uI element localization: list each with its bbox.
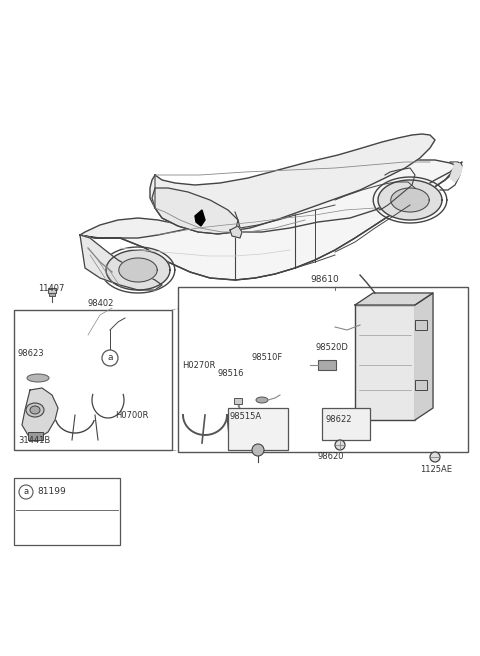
Bar: [318, 360, 336, 370]
Circle shape: [102, 350, 118, 366]
Circle shape: [19, 485, 33, 499]
Polygon shape: [152, 188, 240, 234]
Circle shape: [252, 444, 264, 456]
Text: 98610: 98610: [310, 275, 339, 284]
Text: 98516: 98516: [218, 369, 244, 378]
Polygon shape: [52, 533, 58, 543]
Text: 98623: 98623: [18, 349, 45, 358]
Ellipse shape: [27, 374, 49, 382]
Ellipse shape: [26, 403, 44, 417]
Bar: [14, 310, 172, 450]
Ellipse shape: [30, 406, 40, 414]
Polygon shape: [80, 160, 455, 280]
Polygon shape: [80, 235, 162, 290]
Circle shape: [430, 452, 440, 462]
Bar: [322, 408, 370, 440]
Bar: [355, 305, 415, 420]
Bar: [14, 478, 120, 545]
Bar: [228, 408, 288, 450]
Polygon shape: [119, 258, 157, 282]
Polygon shape: [150, 134, 435, 232]
Bar: [49, 293, 55, 296]
Polygon shape: [48, 523, 62, 533]
Polygon shape: [80, 162, 462, 280]
Text: 98515A: 98515A: [230, 412, 262, 421]
Text: 98402: 98402: [88, 299, 114, 308]
Polygon shape: [58, 536, 67, 542]
Bar: [28, 432, 43, 440]
Text: 98520D: 98520D: [315, 343, 348, 352]
Text: 31441B: 31441B: [18, 436, 50, 445]
Polygon shape: [230, 226, 242, 238]
Polygon shape: [391, 188, 429, 212]
Text: 81199: 81199: [37, 487, 66, 497]
Text: 98622: 98622: [326, 415, 352, 424]
Text: 11407: 11407: [38, 284, 64, 293]
Polygon shape: [415, 293, 433, 420]
Polygon shape: [450, 163, 462, 182]
Bar: [48, 288, 56, 293]
Polygon shape: [195, 210, 205, 226]
Circle shape: [335, 440, 345, 450]
Text: 1125AE: 1125AE: [420, 465, 452, 474]
Bar: [178, 287, 468, 452]
Polygon shape: [22, 388, 58, 438]
Bar: [234, 398, 242, 404]
Polygon shape: [106, 250, 170, 290]
Ellipse shape: [256, 397, 268, 403]
Bar: [415, 320, 427, 330]
Polygon shape: [43, 536, 52, 542]
Polygon shape: [355, 293, 433, 305]
Text: 98620: 98620: [318, 452, 345, 461]
Text: H0700R: H0700R: [115, 411, 148, 420]
Text: H0270R: H0270R: [182, 361, 216, 370]
Bar: [415, 380, 427, 390]
Text: 98510F: 98510F: [252, 353, 283, 362]
Text: a: a: [107, 354, 113, 363]
Text: a: a: [24, 487, 29, 497]
Polygon shape: [378, 180, 442, 220]
